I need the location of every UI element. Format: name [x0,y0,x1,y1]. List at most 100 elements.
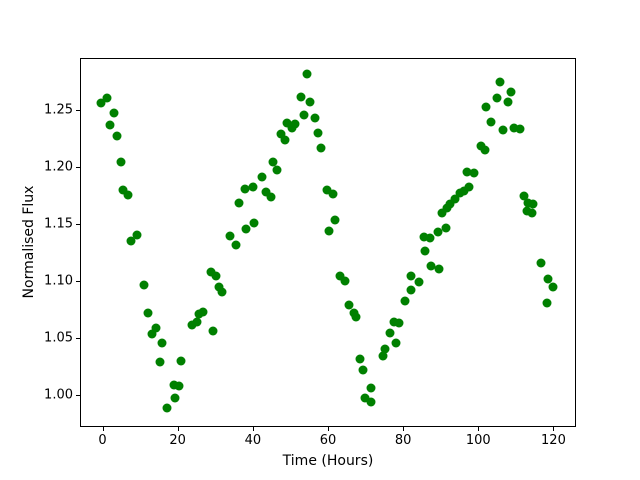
data-point [433,227,443,237]
data-point [296,92,306,102]
data-point [234,198,244,208]
data-point [515,124,525,134]
data-point [266,192,276,202]
data-point [509,123,519,133]
data-point [394,318,404,328]
data-point [469,168,479,178]
data-point [102,93,112,103]
data-point [464,182,474,192]
data-point [420,246,430,256]
x-tick-mark [252,427,254,431]
data-point [498,125,508,135]
data-point [492,93,502,103]
data-point [391,338,401,348]
x-tick-mark [553,427,555,431]
data-point [241,224,251,234]
data-point [280,135,290,145]
x-tick-mark [177,427,179,431]
data-point [143,308,153,318]
data-point [176,356,186,366]
y-tick-mark [76,224,80,226]
data-point [330,215,340,225]
data-point [282,118,292,128]
data-point [462,167,472,177]
x-tick-mark [328,427,329,431]
data-point [366,383,376,393]
data-point [360,393,370,403]
data-point [445,199,455,209]
data-point [414,277,424,287]
data-point [126,236,136,246]
data-point [523,198,533,208]
data-point [543,274,553,284]
data-point [441,223,451,233]
y-tick-label: 1.15 [44,216,73,232]
data-point [139,280,149,290]
data-point [305,97,315,107]
data-point [290,119,300,129]
data-point [105,120,115,130]
data-point [548,282,558,292]
data-point [503,97,513,107]
data-point [340,276,350,286]
data-point [310,113,320,123]
data-point [522,206,532,216]
y-tick-mark [76,338,80,340]
data-point [268,157,278,167]
y-tick-mark [76,167,80,169]
data-point [459,186,469,196]
data-point [302,69,312,79]
data-point [112,131,122,141]
data-point [170,393,180,403]
data-point [217,287,227,297]
data-point [155,357,165,367]
data-point [261,187,271,197]
data-point [328,189,338,199]
y-tick-mark [76,110,80,112]
y-tick-label: 1.20 [44,159,73,175]
data-point [358,365,368,375]
x-tick-mark [403,427,405,431]
data-point [351,312,361,322]
data-point [480,145,490,155]
data-point [316,143,326,153]
data-point [450,194,460,204]
data-point [187,320,197,329]
data-point [109,108,119,118]
data-point [434,264,444,274]
data-point [481,102,491,112]
data-point [132,230,142,240]
data-point [174,381,184,391]
data-point [287,123,297,133]
data-point [486,117,496,127]
y-axis-label: Normalised Flux [21,185,37,299]
data-point [495,77,505,87]
data-point [542,298,552,308]
data-point [272,165,282,175]
x-tick-label: 100 [465,433,491,448]
data-point [116,157,126,167]
data-point [519,191,529,201]
data-point [276,129,286,139]
data-point [536,258,546,268]
plot-area [80,58,576,427]
x-tick-label: 20 [169,433,186,448]
data-point [192,317,202,327]
data-point [355,354,365,364]
data-point [257,172,267,182]
data-point [96,98,106,108]
data-point [400,296,410,306]
data-point [157,338,167,348]
data-point [419,232,429,242]
data-point [225,231,235,241]
x-tick-label: 40 [244,433,262,448]
data-point [211,271,221,281]
data-point [406,285,416,295]
y-tick-label: 1.25 [44,102,73,118]
y-tick-label: 1.05 [44,330,73,346]
data-point [206,267,216,277]
data-point [335,271,345,281]
x-tick-mark [102,427,104,431]
x-tick-label: 120 [541,433,566,448]
